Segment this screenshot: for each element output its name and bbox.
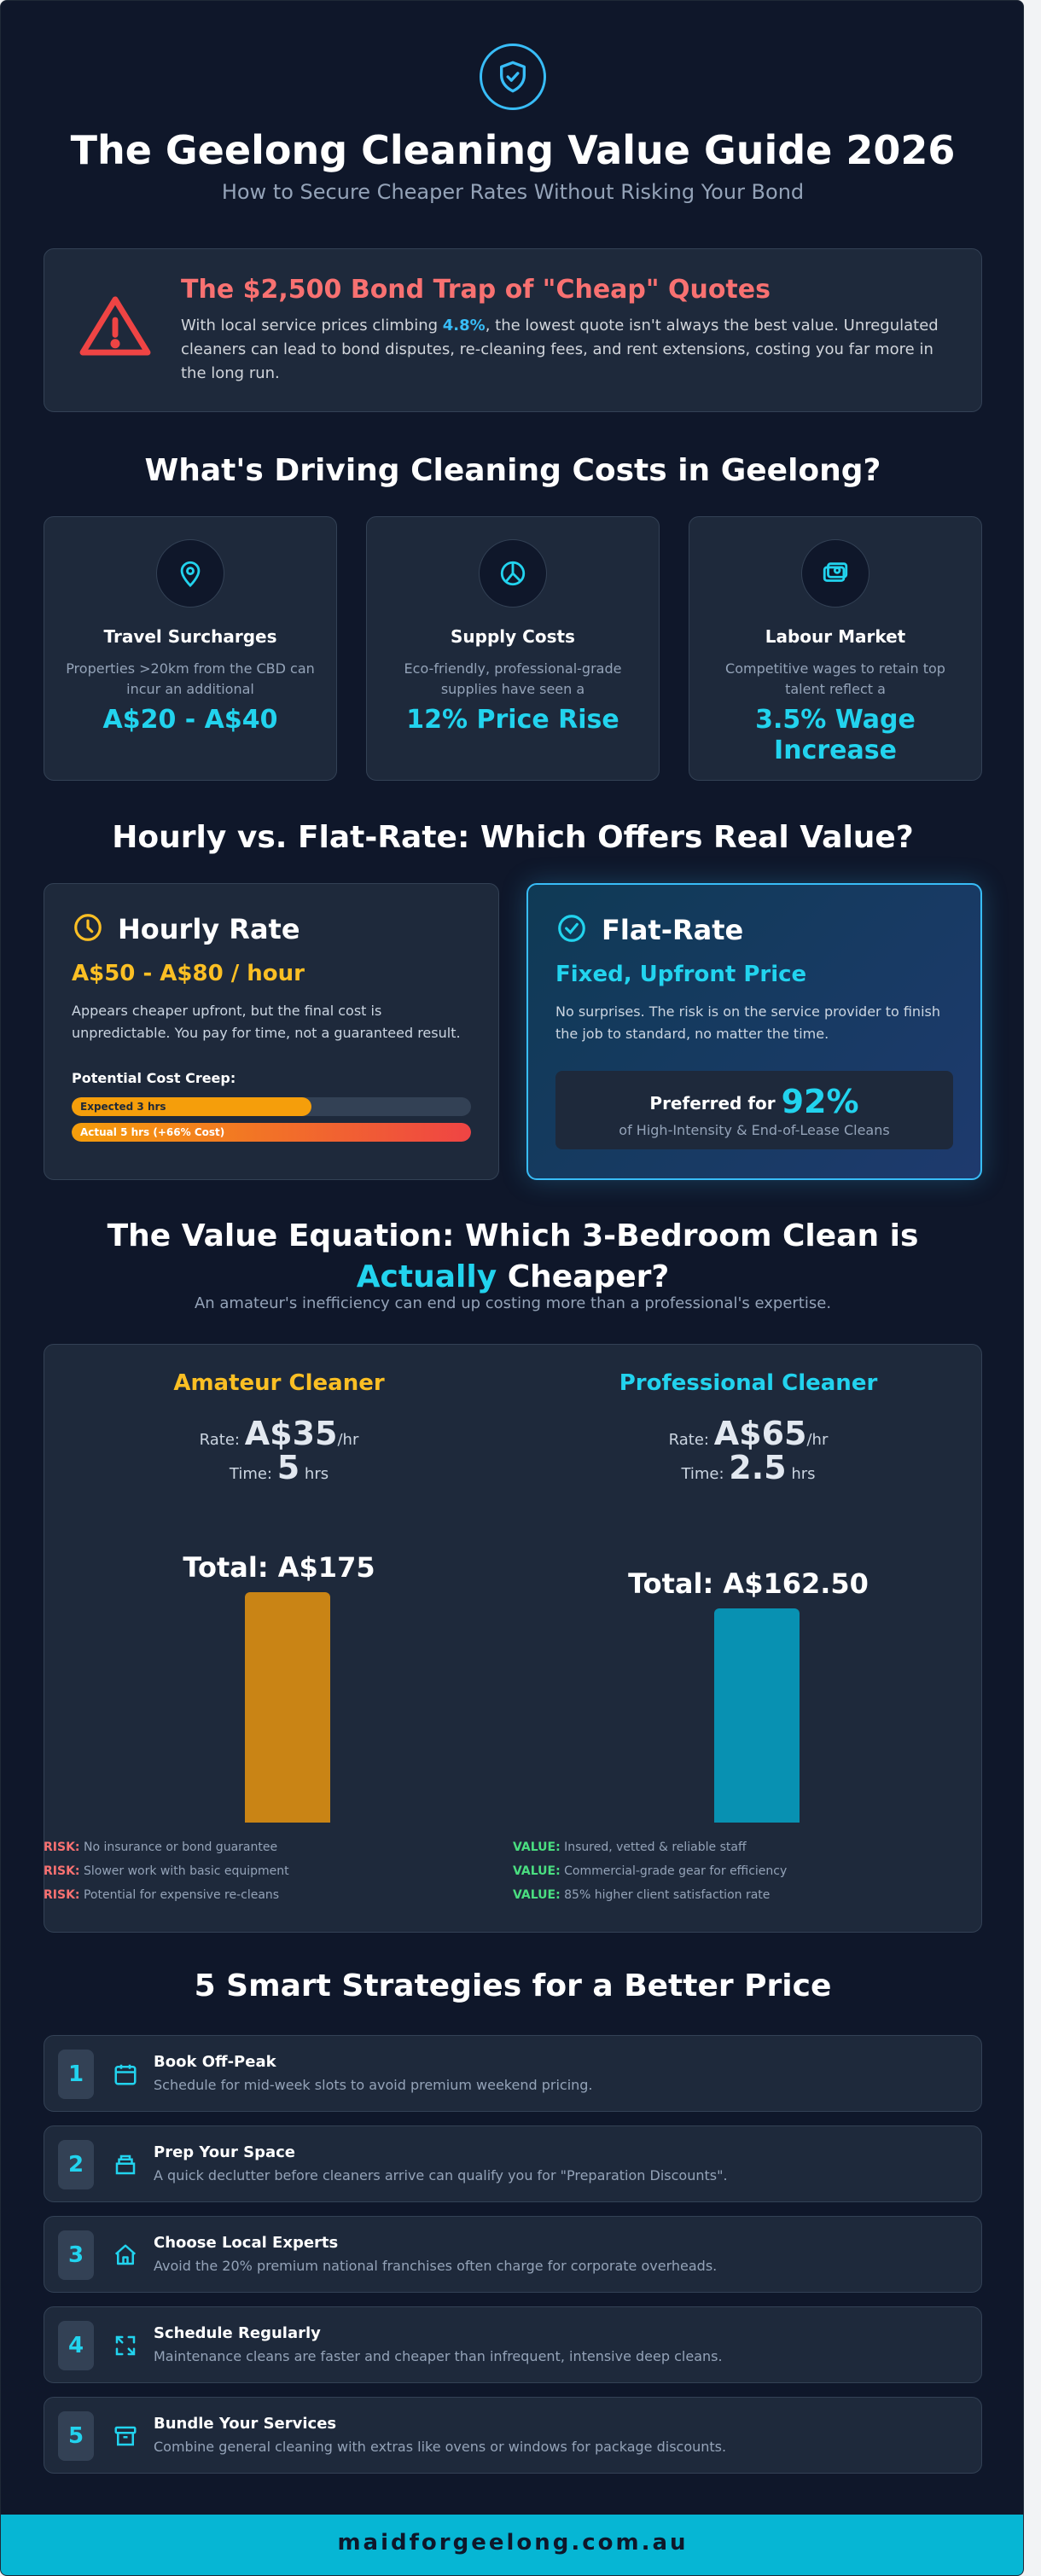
storage-box-icon (113, 2152, 138, 2181)
leaf-icon (479, 539, 547, 608)
hourly-rate-card: Hourly Rate A$50 - A$80 / hour Appears c… (44, 883, 499, 1180)
list-item: RISK: Slower work with basic equipment (44, 1864, 289, 1878)
strategy-item: 2 Prep Your Space A quick declutter befo… (44, 2125, 982, 2202)
map-pin-icon (156, 539, 224, 608)
amateur-total-bar (245, 1592, 330, 1823)
list-item: VALUE: Insured, vetted & reliable staff (513, 1840, 747, 1854)
comparison-heading: Hourly vs. Flat-Rate: Which Offers Real … (112, 820, 914, 855)
amateur-column: Amateur Cleaner Rate: A$35/hr Time: 5 hr… (44, 1345, 514, 1933)
bond-trap-alert: The $2,500 Bond Trap of "Cheap" Quotes W… (44, 248, 982, 412)
drivers-heading: What's Driving Cleaning Costs in Geelong… (144, 453, 881, 488)
strategies-heading: 5 Smart Strategies for a Better Price (194, 1968, 832, 2003)
home-icon (113, 2242, 138, 2271)
value-equation-subtitle: An amateur's inefficiency can end up cos… (194, 1294, 832, 1312)
calendar-icon (113, 2061, 138, 2090)
page-subtitle: How to Secure Cheaper Rates Without Risk… (221, 180, 805, 204)
list-item: VALUE: 85% higher client satisfaction ra… (513, 1888, 771, 1902)
preferred-stat: Preferred for 92% of High-Intensity & En… (555, 1071, 953, 1149)
strategy-item: 4 Schedule Regularly Maintenance cleans … (44, 2306, 982, 2383)
amateur-risk-list: RISK: No insurance or bond guarantee RIS… (44, 1835, 513, 1907)
professional-value-list: VALUE: Insured, vetted & reliable staff … (513, 1835, 982, 1907)
value-comparison-chart: Amateur Cleaner Rate: A$35/hr Time: 5 hr… (44, 1344, 982, 1933)
footer-url[interactable]: maidforgeelong.com.au (1, 2515, 1023, 2575)
driver-card-travel: Travel Surcharges Properties >20km from … (44, 516, 337, 781)
warning-triangle-icon (79, 294, 152, 362)
cost-creep-bar-actual: Actual 5 hrs (+66% Cost) (72, 1123, 471, 1142)
shield-check-icon (480, 44, 546, 110)
price-growth-highlight: 4.8% (442, 317, 486, 334)
clock-icon (72, 911, 104, 947)
page-title: The Geelong Cleaning Value Guide 2026 (70, 127, 956, 173)
strategy-item: 1 Book Off-Peak Schedule for mid-week sl… (44, 2035, 982, 2112)
money-icon (801, 539, 869, 608)
repeat-icon (113, 2333, 138, 2362)
list-item: RISK: No insurance or bond guarantee (44, 1840, 278, 1854)
list-item: RISK: Potential for expensive re-cleans (44, 1888, 280, 1902)
cost-creep-bar-expected: Expected 3 hrs (72, 1097, 471, 1116)
driver-card-supply: Supply Costs Eco-friendly, professional-… (366, 516, 660, 781)
flat-price: Fixed, Upfront Price (555, 962, 807, 987)
archive-icon (113, 2423, 138, 2452)
strategy-item: 3 Choose Local Experts Avoid the 20% pre… (44, 2216, 982, 2293)
flat-rate-card: Flat-Rate Fixed, Upfront Price No surpri… (526, 883, 982, 1180)
professional-total-bar (714, 1608, 800, 1823)
amateur-total: Total: A$175 (183, 1551, 375, 1584)
hourly-price: A$50 - A$80 / hour (72, 961, 305, 986)
strategy-item: 5 Bundle Your Services Combine general c… (44, 2397, 982, 2474)
alert-title: The $2,500 Bond Trap of "Cheap" Quotes (181, 275, 771, 305)
list-item: VALUE: Commercial-grade gear for efficie… (513, 1864, 788, 1878)
alert-text: With local service prices climbing 4.8%,… (181, 317, 939, 382)
value-equation-heading: The Value Equation: Which 3-Bedroom Clea… (107, 1218, 919, 1294)
professional-total: Total: A$162.50 (628, 1567, 869, 1600)
professional-column: Professional Cleaner Rate: A$65/hr Time:… (514, 1345, 983, 1933)
driver-card-labour: Labour Market Competitive wages to retai… (689, 516, 982, 781)
check-circle-icon (555, 912, 588, 948)
